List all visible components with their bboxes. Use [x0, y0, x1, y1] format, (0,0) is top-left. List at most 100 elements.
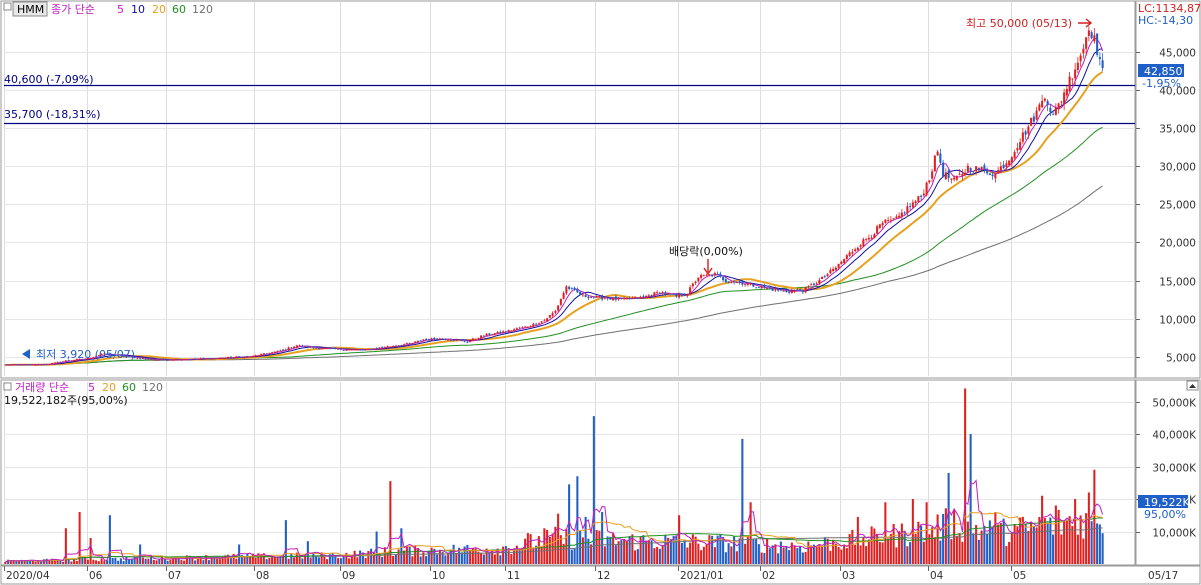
volume-bar-54: [152, 560, 155, 564]
candle-body-97: [271, 352, 274, 354]
candle-body-357: [986, 171, 989, 174]
volume-bar-298: [823, 537, 826, 564]
volume-bar-353: [975, 525, 978, 564]
candle-body-267: [738, 281, 741, 283]
candle-body-309: [854, 249, 857, 252]
collapse-icon[interactable]: [3, 2, 12, 11]
candle-body-232: [642, 296, 645, 298]
candle-body-333: [920, 195, 923, 197]
volume-bar-27: [78, 512, 81, 564]
candle-body-219: [606, 297, 609, 299]
candle-body-206: [570, 287, 573, 289]
price-tick-label-1: 10,000: [1159, 315, 1196, 327]
volume-bar-283: [782, 547, 785, 564]
volume-bar-315: [870, 526, 873, 564]
candle-body-74: [207, 358, 210, 360]
candle-body-218: [603, 298, 606, 300]
volume-bar-174: [482, 554, 485, 564]
date-tick-label-4: 09: [342, 570, 355, 582]
candle-body-30: [86, 358, 89, 359]
candle-body-121: [337, 348, 340, 350]
candle-body-61: [172, 359, 175, 361]
candle-body-304: [840, 261, 843, 264]
date-tick-label-1: 06: [89, 570, 103, 582]
candle-body-77: [216, 358, 219, 359]
current-volume-badge: [1138, 495, 1188, 508]
candle-body-300: [829, 269, 832, 274]
candle-body-247: [683, 295, 686, 296]
candle-body-361: [997, 170, 1000, 173]
volume-bar-242: [669, 539, 672, 564]
volume-bar-73: [205, 555, 208, 564]
volume-collapse-icon[interactable]: [3, 382, 12, 391]
price-tick-label-5: 30,000: [1159, 162, 1196, 174]
candle-body-377: [1041, 100, 1044, 108]
candle-body-340: [939, 153, 942, 163]
volume-bar-305: [843, 544, 846, 564]
volume-bar-256: [708, 535, 711, 564]
volume-bar-187: [518, 548, 521, 564]
volume-bar-26: [75, 561, 78, 564]
volume-bar-219: [606, 536, 609, 564]
volume-bar-50: [141, 557, 144, 564]
candle-body-197: [546, 318, 549, 322]
candle-body-106: [295, 345, 298, 348]
volume-bar-376: [1038, 517, 1041, 564]
volume-bar-79: [221, 557, 224, 564]
candle-body-375: [1035, 110, 1038, 120]
candle-body-266: [735, 282, 738, 283]
volume-bar-343: [947, 473, 950, 564]
candle-body-254: [702, 274, 705, 276]
candle-body-188: [521, 327, 524, 328]
volume-bar-272: [752, 539, 755, 564]
candle-body-14: [42, 364, 45, 365]
candle-body-217: [601, 295, 604, 300]
volume-bar-74: [207, 560, 210, 564]
volume-bar-138: [383, 547, 386, 564]
volume-bars: [4, 388, 1104, 565]
volume-bar-2: [9, 560, 12, 564]
volume-bar-140: [389, 481, 392, 565]
candle-body-174: [482, 335, 485, 337]
symbol-box[interactable]: [12, 1, 48, 17]
volume-bar-225: [623, 539, 626, 564]
candle-body-191: [529, 326, 532, 328]
candle-body-193: [535, 323, 538, 325]
candle-body-274: [757, 287, 760, 289]
candle-body-136: [378, 347, 381, 349]
candle-body-43: [122, 355, 125, 357]
candle-body-140: [389, 346, 392, 348]
volume-bar-392: [1082, 538, 1085, 564]
candle-body-365: [1008, 160, 1011, 166]
volume-bar-31: [89, 538, 92, 564]
volume-bar-176: [488, 552, 491, 564]
volume-ma5-line: [5, 479, 1104, 563]
volume-bar-154: [427, 550, 430, 564]
volume-bar-161: [447, 554, 450, 564]
volume-bar-179: [496, 548, 499, 564]
volume-bar-84: [235, 558, 238, 564]
volume-bar-70: [196, 557, 199, 564]
volume-bar-46: [130, 559, 133, 564]
candle-body-229: [634, 297, 637, 298]
volume-bar-171: [474, 548, 477, 564]
volume-bar-45: [128, 559, 131, 564]
candle-body-151: [419, 340, 422, 342]
volume-bar-279: [771, 545, 774, 564]
volume-bar-232: [642, 535, 645, 564]
candle-body-389: [1074, 69, 1077, 79]
volume-bar-48: [136, 557, 139, 564]
candle-body-269: [744, 284, 747, 286]
current-volume-pct: 95,00%: [1144, 508, 1186, 521]
candle-body-63: [177, 359, 180, 361]
volume-bar-277: [766, 538, 769, 564]
candle-body-290: [801, 290, 804, 293]
ma120-legend: 120: [192, 3, 213, 16]
candle-body-134: [372, 348, 375, 350]
date-axis-frame: [0, 565, 1201, 585]
candle-body-84: [235, 356, 238, 358]
candle-body-178: [493, 333, 496, 335]
candle-body-41: [117, 355, 120, 356]
candle-body-388: [1071, 78, 1074, 80]
